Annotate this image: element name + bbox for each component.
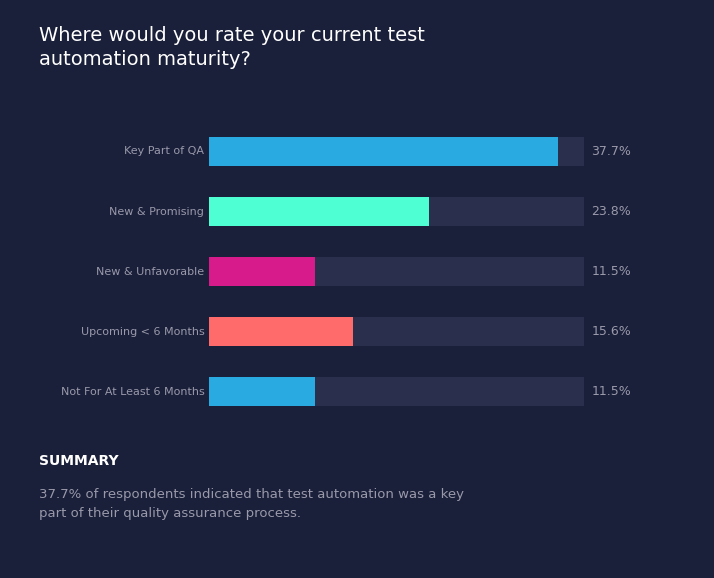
Text: Where would you rate your current test
automation maturity?: Where would you rate your current test a…	[39, 26, 425, 69]
Text: 15.6%: 15.6%	[591, 325, 631, 338]
Bar	[209, 197, 584, 226]
Bar	[209, 137, 584, 166]
Text: 23.8%: 23.8%	[591, 205, 631, 218]
Bar	[209, 317, 353, 346]
Text: 11.5%: 11.5%	[591, 386, 631, 398]
Text: Not For At Least 6 Months: Not For At Least 6 Months	[61, 387, 204, 397]
Bar	[209, 257, 316, 286]
Text: New & Promising: New & Promising	[109, 206, 204, 217]
Bar	[209, 317, 584, 346]
Text: 37.7%: 37.7%	[591, 145, 631, 158]
Bar	[209, 137, 558, 166]
Bar	[209, 377, 316, 406]
Bar	[209, 377, 584, 406]
Text: Key Part of QA: Key Part of QA	[124, 146, 204, 157]
Text: New & Unfavorable: New & Unfavorable	[96, 266, 204, 277]
Text: 11.5%: 11.5%	[591, 265, 631, 278]
Text: SUMMARY: SUMMARY	[39, 454, 119, 468]
Text: Upcoming < 6 Months: Upcoming < 6 Months	[81, 327, 204, 337]
Text: 37.7% of respondents indicated that test automation was a key
part of their qual: 37.7% of respondents indicated that test…	[39, 488, 464, 520]
Bar	[209, 197, 429, 226]
Bar	[209, 257, 584, 286]
